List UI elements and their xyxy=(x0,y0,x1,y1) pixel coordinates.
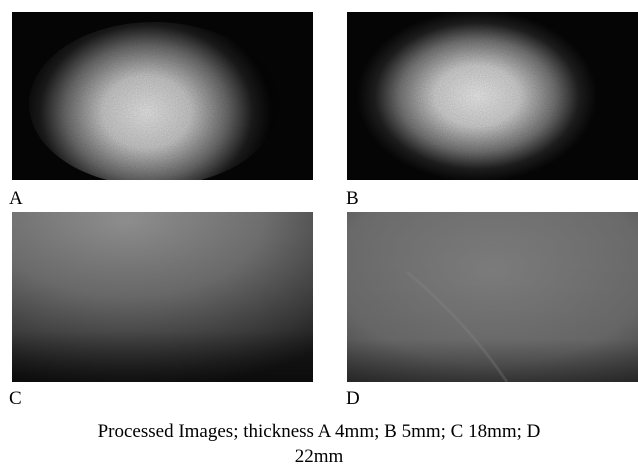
speckle-image-b xyxy=(347,12,638,180)
caption-line-1: Processed Images; thickness A 4mm; B 5mm… xyxy=(97,421,541,442)
panel-label-b: B xyxy=(346,188,359,209)
diffuse-image-c xyxy=(12,212,313,382)
panel-label-a: A xyxy=(9,188,23,209)
panel-label-d: D xyxy=(346,388,360,409)
image-panel-a xyxy=(12,12,313,180)
image-panel-b xyxy=(347,12,638,180)
panel-label-c: C xyxy=(9,388,22,409)
speckle-image-a xyxy=(12,12,313,180)
diffuse-image-d xyxy=(347,212,638,382)
caption-line-2: 22mm xyxy=(294,446,344,467)
image-panel-c xyxy=(12,212,313,382)
figure-caption: Processed Images; thickness A 4mm; B 5mm… xyxy=(0,419,638,469)
image-panel-d xyxy=(347,212,638,382)
